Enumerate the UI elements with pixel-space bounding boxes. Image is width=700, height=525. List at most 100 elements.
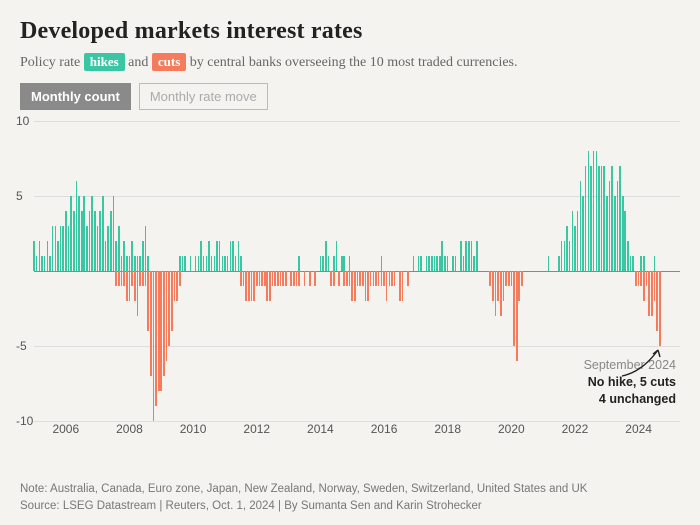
- cut-bar: [280, 271, 282, 286]
- hike-bar: [436, 256, 438, 271]
- chart-subtitle: Policy rate hikes and cuts by central ba…: [20, 53, 680, 71]
- hike-bar: [439, 256, 441, 271]
- cut-bar: [370, 271, 372, 286]
- hike-bar: [320, 256, 322, 271]
- cut-bar: [500, 271, 502, 316]
- hike-bar: [39, 241, 41, 271]
- cut-bar: [648, 271, 650, 316]
- cut-bar: [635, 271, 637, 286]
- hike-bar: [62, 226, 64, 271]
- hike-bar: [333, 256, 335, 271]
- cut-bar: [359, 271, 361, 286]
- hike-bar: [198, 256, 200, 271]
- cut-bar: [160, 271, 162, 391]
- hike-bar: [381, 256, 383, 271]
- cut-bar: [296, 271, 298, 286]
- hike-bar: [609, 181, 611, 271]
- subtitle-mid: and: [128, 55, 148, 70]
- cut-bar: [386, 271, 388, 301]
- cut-bar: [272, 271, 274, 286]
- hike-bar: [44, 256, 46, 271]
- cut-bar: [176, 271, 178, 301]
- hike-bar: [630, 256, 632, 271]
- cut-bar: [365, 271, 367, 301]
- hike-bar: [654, 256, 656, 271]
- hike-bar: [97, 226, 99, 271]
- hike-bar: [590, 166, 592, 271]
- cut-bar: [656, 271, 658, 331]
- hike-bar: [428, 256, 430, 271]
- cuts-tag: cuts: [152, 53, 186, 71]
- hike-bar: [627, 241, 629, 271]
- hike-bar: [640, 256, 642, 271]
- hike-bar: [134, 256, 136, 271]
- cut-bar: [245, 271, 247, 301]
- hike-bar: [70, 196, 72, 271]
- hike-bar: [617, 181, 619, 271]
- hike-bar: [107, 226, 109, 271]
- hike-bar: [216, 241, 218, 271]
- cut-bar: [659, 271, 661, 346]
- hike-bar: [52, 226, 54, 271]
- cut-bar: [346, 271, 348, 286]
- cut-bar: [171, 271, 173, 331]
- hike-bar: [238, 241, 240, 271]
- hike-bar: [118, 226, 120, 271]
- hike-bar: [577, 211, 579, 271]
- cut-bar: [497, 271, 499, 301]
- cut-bar: [338, 271, 340, 286]
- cut-bar: [166, 271, 168, 361]
- cut-bar: [251, 271, 253, 301]
- cut-bar: [298, 271, 300, 286]
- hikes-tag: hikes: [84, 53, 125, 71]
- subtitle-pre: Policy rate: [20, 55, 80, 70]
- cut-bar: [357, 271, 359, 286]
- cut-bar: [261, 271, 263, 286]
- hike-bar: [121, 256, 123, 271]
- hike-bar: [89, 211, 91, 271]
- cut-bar: [168, 271, 170, 346]
- tab-monthly-count[interactable]: Monthly count: [20, 83, 131, 110]
- hike-bar: [341, 256, 343, 271]
- hike-bar: [65, 211, 67, 271]
- cut-bar: [253, 271, 255, 301]
- hike-bar: [137, 256, 139, 271]
- hike-bar: [60, 226, 62, 271]
- hike-bar: [614, 196, 616, 271]
- hike-bar: [420, 256, 422, 271]
- hike-bar: [561, 241, 563, 271]
- cut-bar: [333, 271, 335, 286]
- hike-bar: [129, 256, 131, 271]
- hike-bar: [190, 256, 192, 271]
- hike-bar: [139, 256, 141, 271]
- hike-bar: [57, 241, 59, 271]
- cut-bar: [126, 271, 128, 301]
- cut-bar: [516, 271, 518, 361]
- cut-bar: [139, 271, 141, 286]
- hike-bar: [548, 256, 550, 271]
- hike-bar: [240, 256, 242, 271]
- hike-bar: [145, 226, 147, 271]
- hike-bar: [471, 241, 473, 271]
- hike-bar: [113, 196, 115, 271]
- cut-bar: [118, 271, 120, 286]
- cut-bar: [293, 271, 295, 286]
- subtitle-post: by central banks overseeing the 10 most …: [190, 55, 518, 70]
- hike-bar: [603, 166, 605, 271]
- hike-bar: [55, 226, 57, 271]
- hike-bar: [468, 241, 470, 271]
- cut-bar: [511, 271, 513, 286]
- cut-bar: [407, 271, 409, 286]
- cut-bar: [492, 271, 494, 301]
- hike-bar: [76, 181, 78, 271]
- hike-bar: [463, 256, 465, 271]
- hike-bar: [208, 241, 210, 271]
- hike-bar: [558, 256, 560, 271]
- tab-monthly-rate-move[interactable]: Monthly rate move: [139, 83, 268, 110]
- hike-bar: [147, 256, 149, 271]
- cut-bar: [304, 271, 306, 286]
- hike-bar: [336, 241, 338, 271]
- cut-bar: [518, 271, 520, 301]
- hike-bar: [434, 256, 436, 271]
- cut-bar: [330, 271, 332, 286]
